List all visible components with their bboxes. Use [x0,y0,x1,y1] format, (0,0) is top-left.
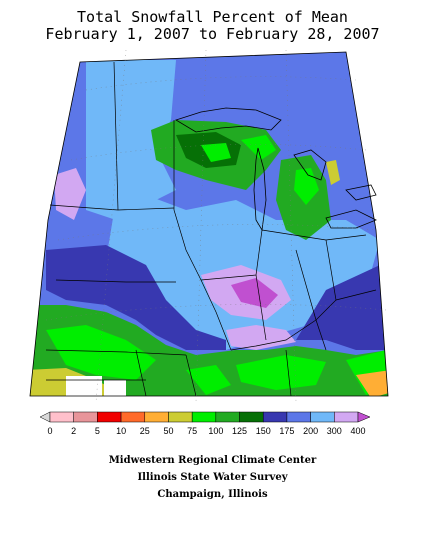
legend-label: 10 [116,426,126,436]
legend-swatch [239,411,264,423]
legend-swatch [49,411,74,423]
legend-swatch [191,411,217,423]
legend-label: 150 [256,426,271,436]
legend-label: 400 [350,426,365,436]
credit-location: Champaign, Illinois [157,489,268,500]
legend-swatch [168,411,193,423]
map-title: Total Snowfall Percent of Mean [77,8,348,26]
legend-label: 300 [327,426,342,436]
snowfall-map [29,50,389,402]
credit-survey: Illinois State Water Survey [137,472,288,483]
legend-swatch [334,411,359,423]
legend-swatch [310,411,335,423]
legend-swatch [215,411,240,423]
graticule [45,50,387,402]
legend-swatch [144,411,169,423]
snowfall-field [30,52,388,396]
legend-label: 200 [303,426,318,436]
legend-swatch [73,411,98,423]
legend-swatch [262,411,288,423]
legend-swatch [97,411,122,423]
legend-swatch [286,411,311,423]
great-lakes [175,107,377,232]
legend-label: 5 [95,426,100,436]
legend-label: 75 [187,426,197,436]
legend-label: 0 [47,426,52,436]
legend-swatch [120,411,146,423]
legend-label: 25 [140,426,150,436]
legend-label: 100 [208,426,223,436]
legend-arrow-low [40,411,51,423]
legend-label: 125 [232,426,247,436]
legend-label: 175 [279,426,294,436]
legend-label: 2 [71,426,76,436]
state-boundaries [45,61,377,397]
color-legend: 0 2 5 10 25 50 75 100 125 150 175 200 300 400 [40,411,371,436]
legend-label: 50 [163,426,173,436]
map-domain-outline [29,51,389,397]
map-date-range: February 1, 2007 to February 28, 2007 [45,25,380,43]
legend-arrow-high [357,411,371,423]
credit-center: Midwestern Regional Climate Center [108,455,317,466]
